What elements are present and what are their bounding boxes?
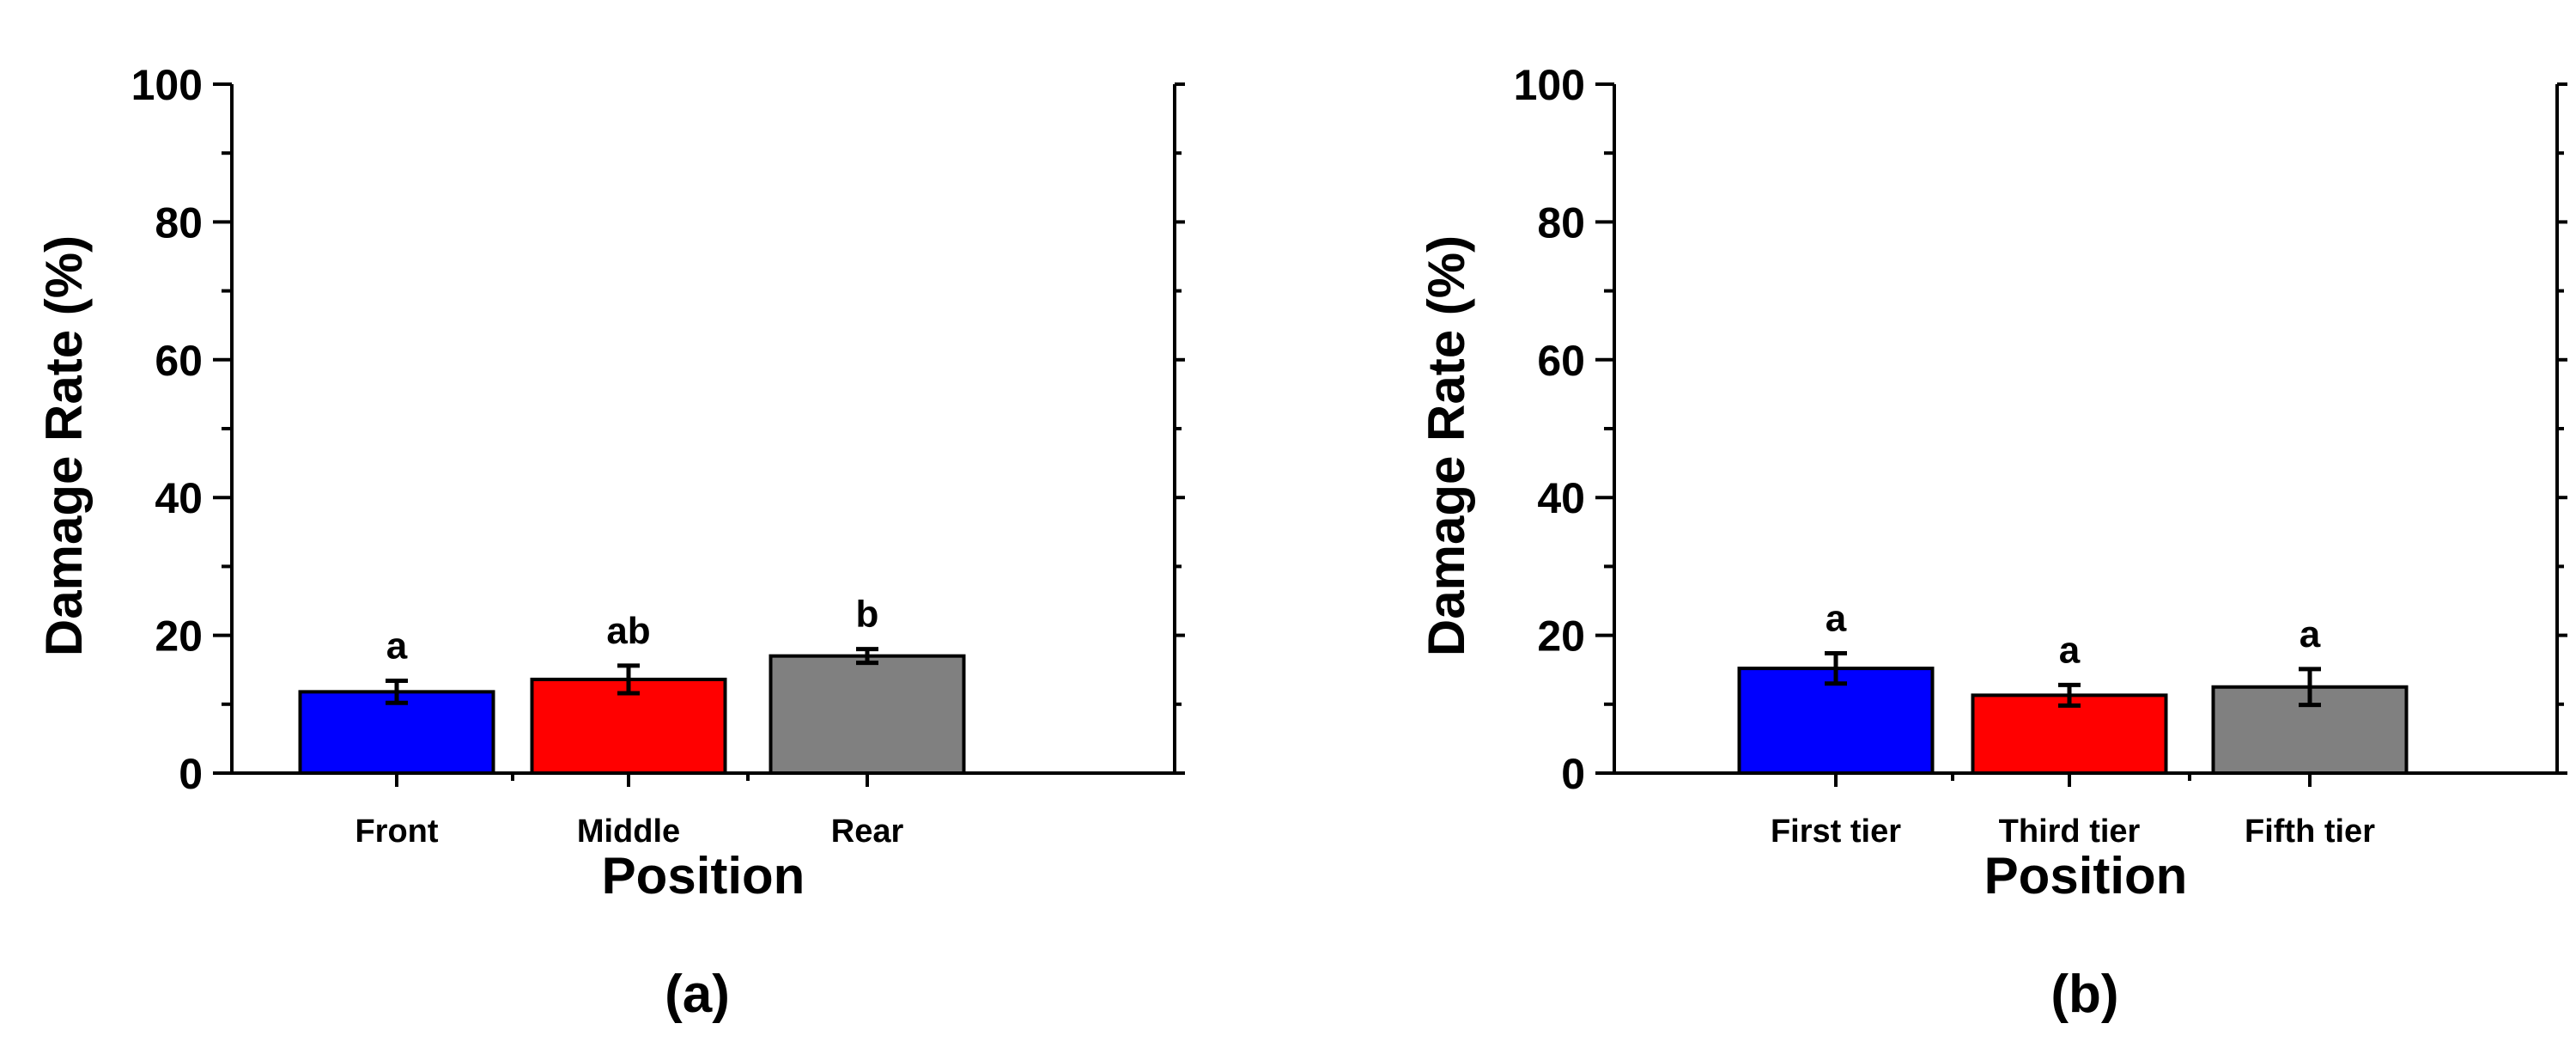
y-tick-label-3: 60 bbox=[1537, 337, 1585, 385]
y-tick-label-0: 0 bbox=[1561, 750, 1585, 798]
x-axis-title: Position bbox=[1984, 847, 2188, 905]
chart-panel-a: a Front ab Middle b Rear 0 20 40 60 80 100 Position D… bbox=[35, 61, 1185, 1024]
significance-label-3: b bbox=[856, 594, 879, 636]
significance-label-1: a bbox=[1826, 597, 1847, 639]
panel-label: (a) bbox=[665, 965, 730, 1024]
y-tick-label-5: 100 bbox=[131, 61, 203, 109]
significance-label-3: a bbox=[2300, 613, 2321, 655]
significance-label-2: a bbox=[2059, 629, 2081, 671]
significance-label-2: ab bbox=[606, 610, 650, 652]
y-tick-label-1: 20 bbox=[1537, 612, 1585, 661]
x-axis-title: Position bbox=[602, 847, 805, 905]
y-axis-title: Damage Rate (%) bbox=[1418, 235, 1475, 656]
bar-1 bbox=[1737, 667, 1935, 776]
significance-label-1: a bbox=[386, 625, 408, 667]
y-axis-title: Damage Rate (%) bbox=[35, 235, 93, 656]
y-tick-label-5: 100 bbox=[1514, 61, 1585, 109]
bar-1 bbox=[298, 690, 495, 776]
y-tick-label-0: 0 bbox=[179, 750, 203, 798]
y-tick-label-2: 40 bbox=[155, 474, 203, 522]
y-tick-label-2: 40 bbox=[1537, 474, 1585, 522]
x-tick-label-3: Rear bbox=[831, 813, 904, 850]
chart-panel-b: a First tier a Third tier a Fifth tier 0 20 40 60… bbox=[1418, 61, 2567, 1024]
panel-label: (b) bbox=[2050, 965, 2118, 1024]
y-tick-label-3: 60 bbox=[155, 337, 203, 385]
x-tick-label-1: First tier bbox=[1771, 813, 1901, 850]
x-tick-label-2: Third tier bbox=[1999, 813, 2141, 850]
y-tick-label-4: 80 bbox=[1537, 198, 1585, 247]
y-tick-label-1: 20 bbox=[155, 612, 203, 661]
x-tick-label-2: Middle bbox=[577, 813, 680, 850]
x-tick-label-1: Front bbox=[355, 813, 438, 850]
x-tick-label-3: Fifth tier bbox=[2245, 813, 2375, 850]
y-tick-label-4: 80 bbox=[155, 198, 203, 247]
bar-3 bbox=[769, 654, 966, 775]
